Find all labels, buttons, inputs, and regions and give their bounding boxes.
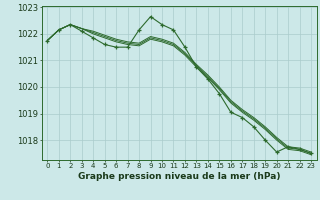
X-axis label: Graphe pression niveau de la mer (hPa): Graphe pression niveau de la mer (hPa) xyxy=(78,172,280,181)
